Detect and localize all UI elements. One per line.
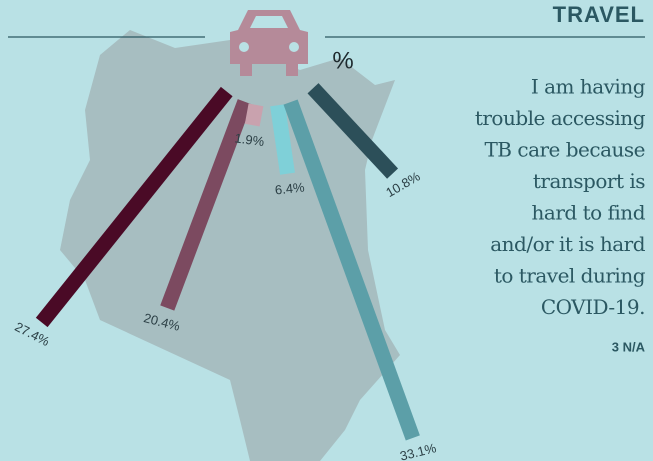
bar [244, 103, 264, 127]
car-icon [230, 10, 308, 76]
note: 3 N/A [612, 339, 646, 354]
annotation-line: hard to find [532, 201, 646, 225]
annotation-line: trouble accessing [475, 106, 646, 130]
bar [270, 104, 295, 175]
unit-label: % [332, 47, 353, 74]
bar [307, 83, 399, 179]
value-label: 6.4% [274, 179, 305, 197]
annotation-line: transport is [533, 169, 645, 193]
annotation-line: TB care because [484, 138, 645, 162]
annotation-line: I am having [531, 75, 646, 99]
value-label: 1.9% [234, 130, 266, 149]
bar [283, 99, 420, 441]
annotation-line: and/or it is hard [490, 232, 645, 256]
annotation-line: COVID-19. [541, 295, 645, 319]
map-shape [60, 30, 400, 461]
annotation-line: to travel during [494, 264, 646, 288]
chart-title: TRAVEL [553, 2, 645, 27]
bar [160, 99, 252, 311]
bar [35, 86, 233, 328]
